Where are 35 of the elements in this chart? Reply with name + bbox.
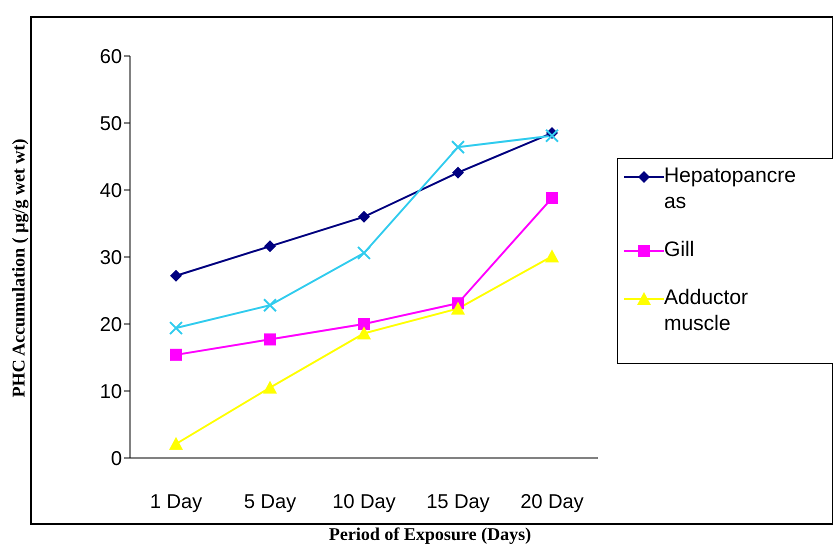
point [358, 318, 370, 330]
point [545, 249, 559, 262]
point [263, 380, 277, 394]
y-tick-label: 40 [100, 180, 122, 202]
legend-label: Gill [664, 237, 696, 263]
y-tick-label: 10 [100, 381, 122, 404]
point [169, 321, 183, 336]
legend-label: Hepatopancreas [664, 163, 797, 215]
point [264, 333, 276, 346]
point [546, 192, 558, 204]
point [451, 140, 465, 154]
point [358, 210, 370, 223]
point [170, 270, 182, 282]
x-tick-label: 10 Day [332, 491, 396, 514]
legend-label: Adductor muscle [664, 285, 750, 337]
point [264, 240, 276, 252]
point [357, 246, 371, 260]
x-axis-title: Period of Exposure (Days) [328, 524, 532, 545]
y-axis-title: PHC Accumulation ( µg/g wet wt) [8, 138, 30, 398]
y-tick-label: 0 [110, 448, 122, 470]
point [170, 348, 182, 361]
y-tick-label: 20 [100, 314, 122, 336]
x-tick-label: 15 Day [426, 491, 490, 514]
point [169, 436, 183, 450]
point [452, 166, 464, 179]
y-tick-label: 60 [100, 46, 122, 68]
point [263, 298, 277, 312]
x-tick-label: 20 Day [520, 491, 584, 514]
x-tick-label: 5 Day [244, 491, 296, 514]
x-tick-label: 1 Day [150, 491, 202, 514]
point [357, 326, 371, 340]
y-tick-label: 30 [100, 247, 122, 270]
point [451, 302, 465, 315]
y-tick-label: 50 [100, 113, 122, 136]
point [545, 128, 559, 143]
